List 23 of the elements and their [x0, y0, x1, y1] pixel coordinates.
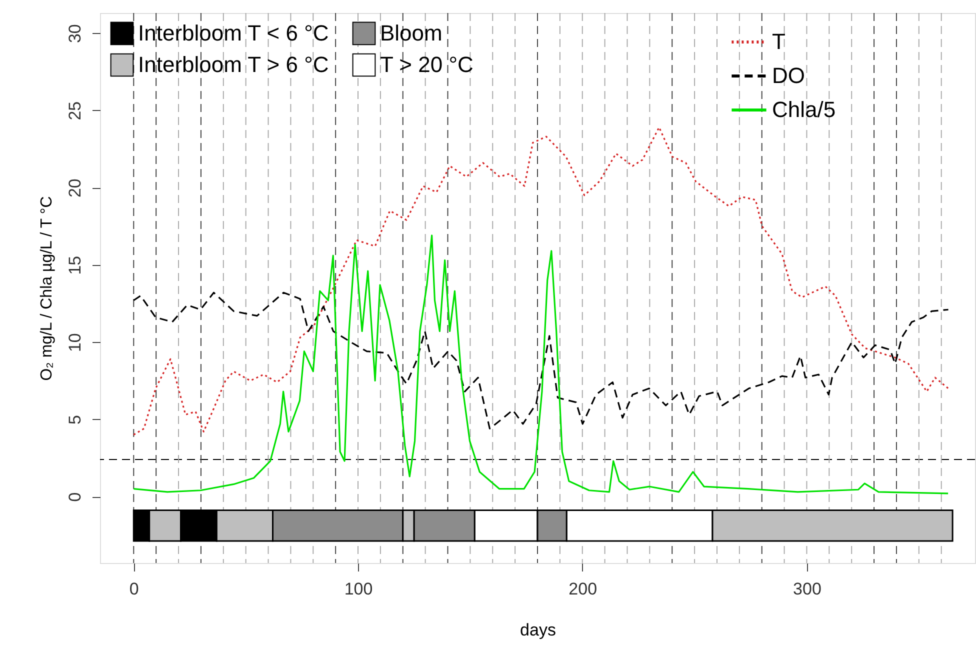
legend-label: T > 20 °C: [380, 52, 474, 77]
y-tick-label: 30: [66, 24, 84, 44]
y-tick-label: 15: [66, 256, 84, 275]
line-series: [132, 234, 949, 494]
y-tick-label: 5: [66, 415, 84, 425]
x-tick-label: 0: [129, 580, 139, 598]
legend-label: DO: [772, 63, 805, 88]
y-axis-title: O₂ mg/L / Chla µg/L / T °C: [38, 196, 56, 381]
x-tick-label: 300: [793, 580, 822, 598]
y-tick-label: 0: [66, 492, 84, 502]
x-tick-label: 200: [568, 580, 598, 598]
y-tick-label: 25: [66, 101, 84, 120]
legend-label: Interbloom T < 6 °C: [138, 20, 329, 46]
line-series: [132, 126, 950, 436]
legend-label: T: [772, 29, 786, 54]
x-axis-title: days: [520, 620, 556, 640]
y-tick-label: 10: [66, 333, 84, 352]
line-series: [132, 292, 950, 430]
y-tick-label: 20: [66, 178, 84, 198]
legend-label: Interbloom T > 6 °C: [138, 52, 329, 77]
legend-label: Bloom: [380, 20, 442, 46]
legend-label: Chla/5: [772, 97, 836, 122]
x-tick-label: 100: [344, 580, 373, 598]
